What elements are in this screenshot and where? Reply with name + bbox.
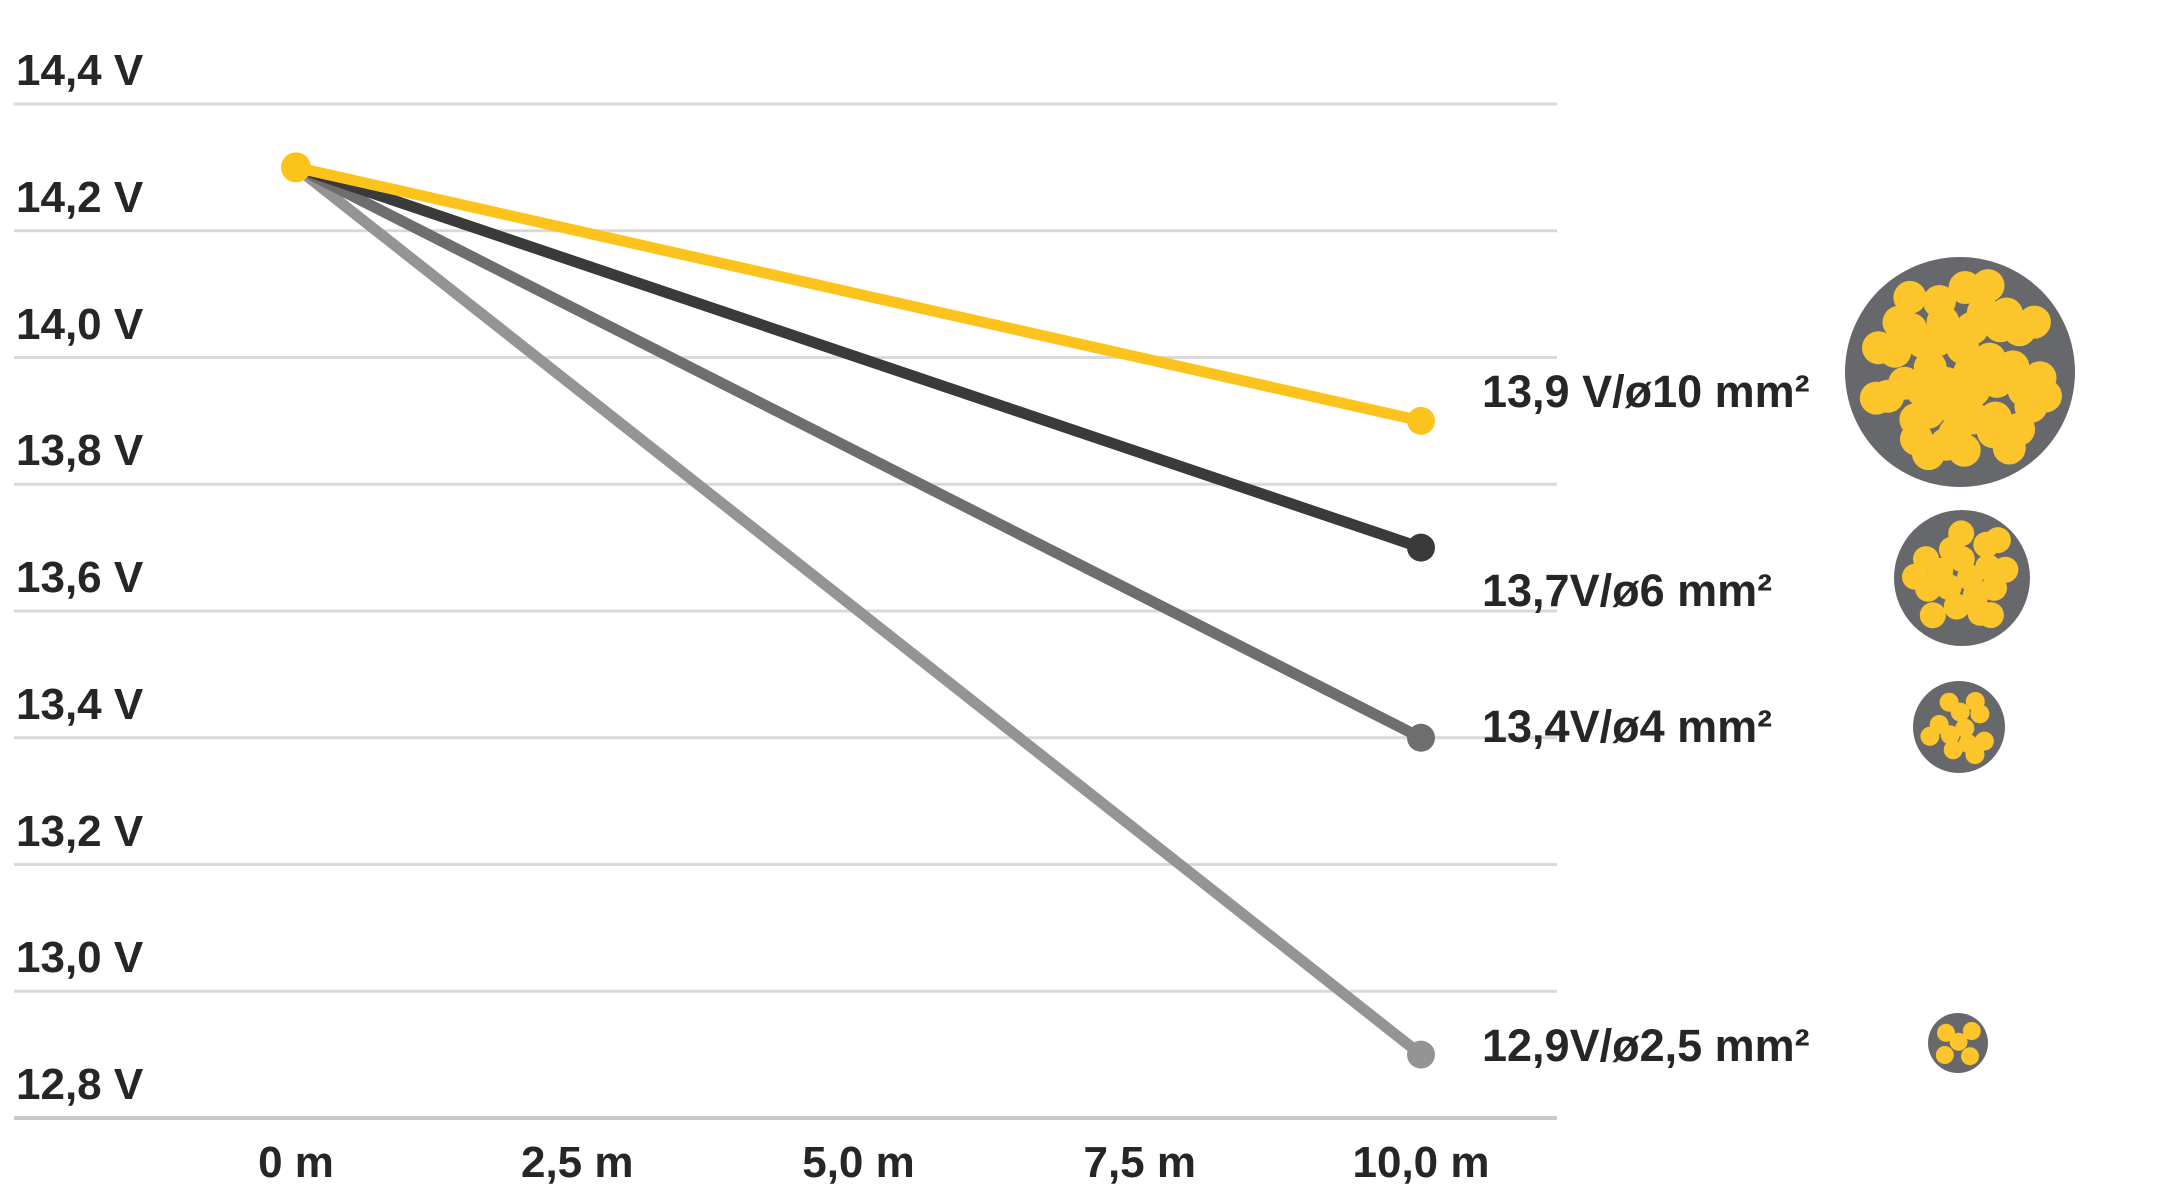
cable-strand: [1971, 269, 2005, 303]
cable-strand: [1862, 331, 1895, 365]
cable-strand: [1937, 1023, 1955, 1042]
cable-strand: [1943, 740, 1963, 760]
cable-strand: [1943, 593, 1970, 620]
series-line-cable-2_5mm2: [292, 163, 1425, 1059]
y-tick-label: 13,4 V: [16, 679, 144, 729]
cable-strand: [1977, 602, 2004, 629]
cable-strand: [1947, 433, 1981, 467]
cable-strand: [1965, 745, 1985, 765]
y-tick-label: 13,0 V: [16, 933, 144, 983]
cable-strand: [1961, 1047, 1979, 1066]
y-tick-label: 13,8 V: [16, 426, 144, 476]
cable-cross-section-ø6 mm²: [1894, 510, 2030, 646]
y-tick-label: 14,0 V: [16, 299, 144, 349]
data-point-cable-4mm2: [1407, 723, 1435, 752]
cable-strand: [1919, 602, 1946, 629]
cable-strand: [1935, 1046, 1954, 1064]
cable-strand: [1939, 692, 1959, 712]
x-tick-label: 10,0 m: [1352, 1138, 1490, 1187]
cable-strand: [1984, 527, 2011, 554]
cable-strand: [1990, 297, 2023, 331]
cable-strand: [1948, 520, 1975, 547]
cable-strand: [1962, 1022, 1981, 1040]
series-line-cable-4mm2: [293, 162, 1424, 743]
x-tick-label: 2,5 m: [520, 1138, 634, 1187]
y-tick-label: 12,8 V: [16, 1060, 144, 1109]
cable-strand: [1912, 437, 1945, 471]
data-point-cable-2_5mm2: [1407, 1040, 1435, 1069]
y-tick-label: 14,4 V: [16, 46, 144, 95]
cable-cross-section-ø10 mm²: [1845, 257, 2075, 487]
series-line-cable-10mm2: [294, 162, 1423, 427]
cable-strand: [1893, 280, 1927, 314]
series-label: 12,9V/ø2,5 mm²: [1482, 1019, 1810, 1071]
cable-cross-section-ø2,5 mm²: [1928, 1013, 1988, 1073]
cable-strand: [1922, 285, 1956, 318]
cable-strand: [1920, 726, 1940, 746]
x-tick-label: 7,5 m: [1083, 1138, 1196, 1187]
series-label: 13,4V/ø4 mm²: [1482, 700, 1773, 752]
x-tick-label: 5,0 m: [802, 1138, 915, 1187]
data-point-start: [281, 152, 311, 183]
cable-strand: [2029, 379, 2062, 413]
cable-strand: [1992, 556, 2019, 583]
data-point-cable-10mm2: [1407, 406, 1435, 435]
cable-strand: [1974, 731, 1994, 751]
y-tick-label: 13,6 V: [16, 553, 144, 602]
y-tick-label: 14,2 V: [16, 172, 144, 222]
series-label: 13,9 V/ø10 mm²: [1482, 365, 1810, 417]
x-tick-label: 0 m: [258, 1138, 334, 1187]
series-line-cable-6mm2: [294, 162, 1423, 553]
cable-strand: [1902, 563, 1928, 590]
cable-cross-section-ø4 mm²: [1913, 681, 2005, 773]
cable-strand: [1859, 381, 1893, 415]
cable-strand: [1992, 431, 2026, 465]
cable-strand: [1882, 305, 1916, 339]
cable-strand: [1965, 692, 1985, 711]
cable-strand: [2017, 305, 2051, 339]
cable-strand: [1955, 718, 1975, 738]
data-point-cable-6mm2: [1407, 533, 1435, 562]
y-tick-label: 13,2 V: [16, 806, 144, 856]
series-label: 13,7V/ø6 mm²: [1482, 564, 1773, 616]
cable-strand: [1949, 1032, 1968, 1051]
